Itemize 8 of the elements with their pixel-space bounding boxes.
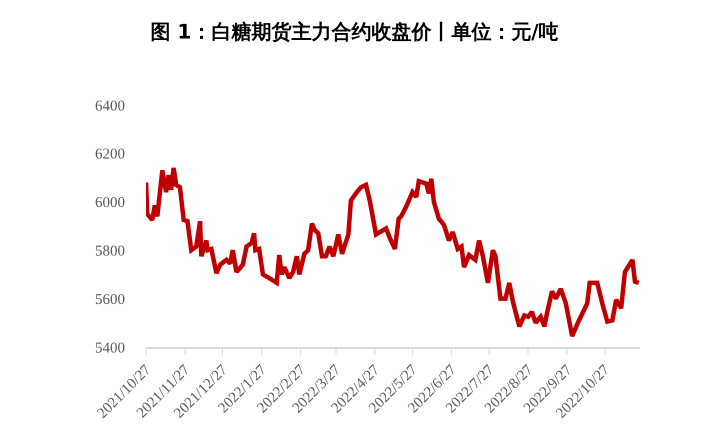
- y-tick-label: 5400: [95, 340, 125, 356]
- y-tick-label: 5600: [95, 292, 125, 308]
- y-tick-label: 5800: [95, 243, 125, 260]
- chart-title: 图 1：白糖期货主力合约收盘价丨单位：元/吨: [150, 19, 559, 44]
- y-tick-label: 6200: [95, 146, 125, 163]
- line-series: [146, 166, 640, 338]
- y-tick-label: 6000: [95, 195, 125, 212]
- y-tick-label: 6400: [95, 98, 125, 114]
